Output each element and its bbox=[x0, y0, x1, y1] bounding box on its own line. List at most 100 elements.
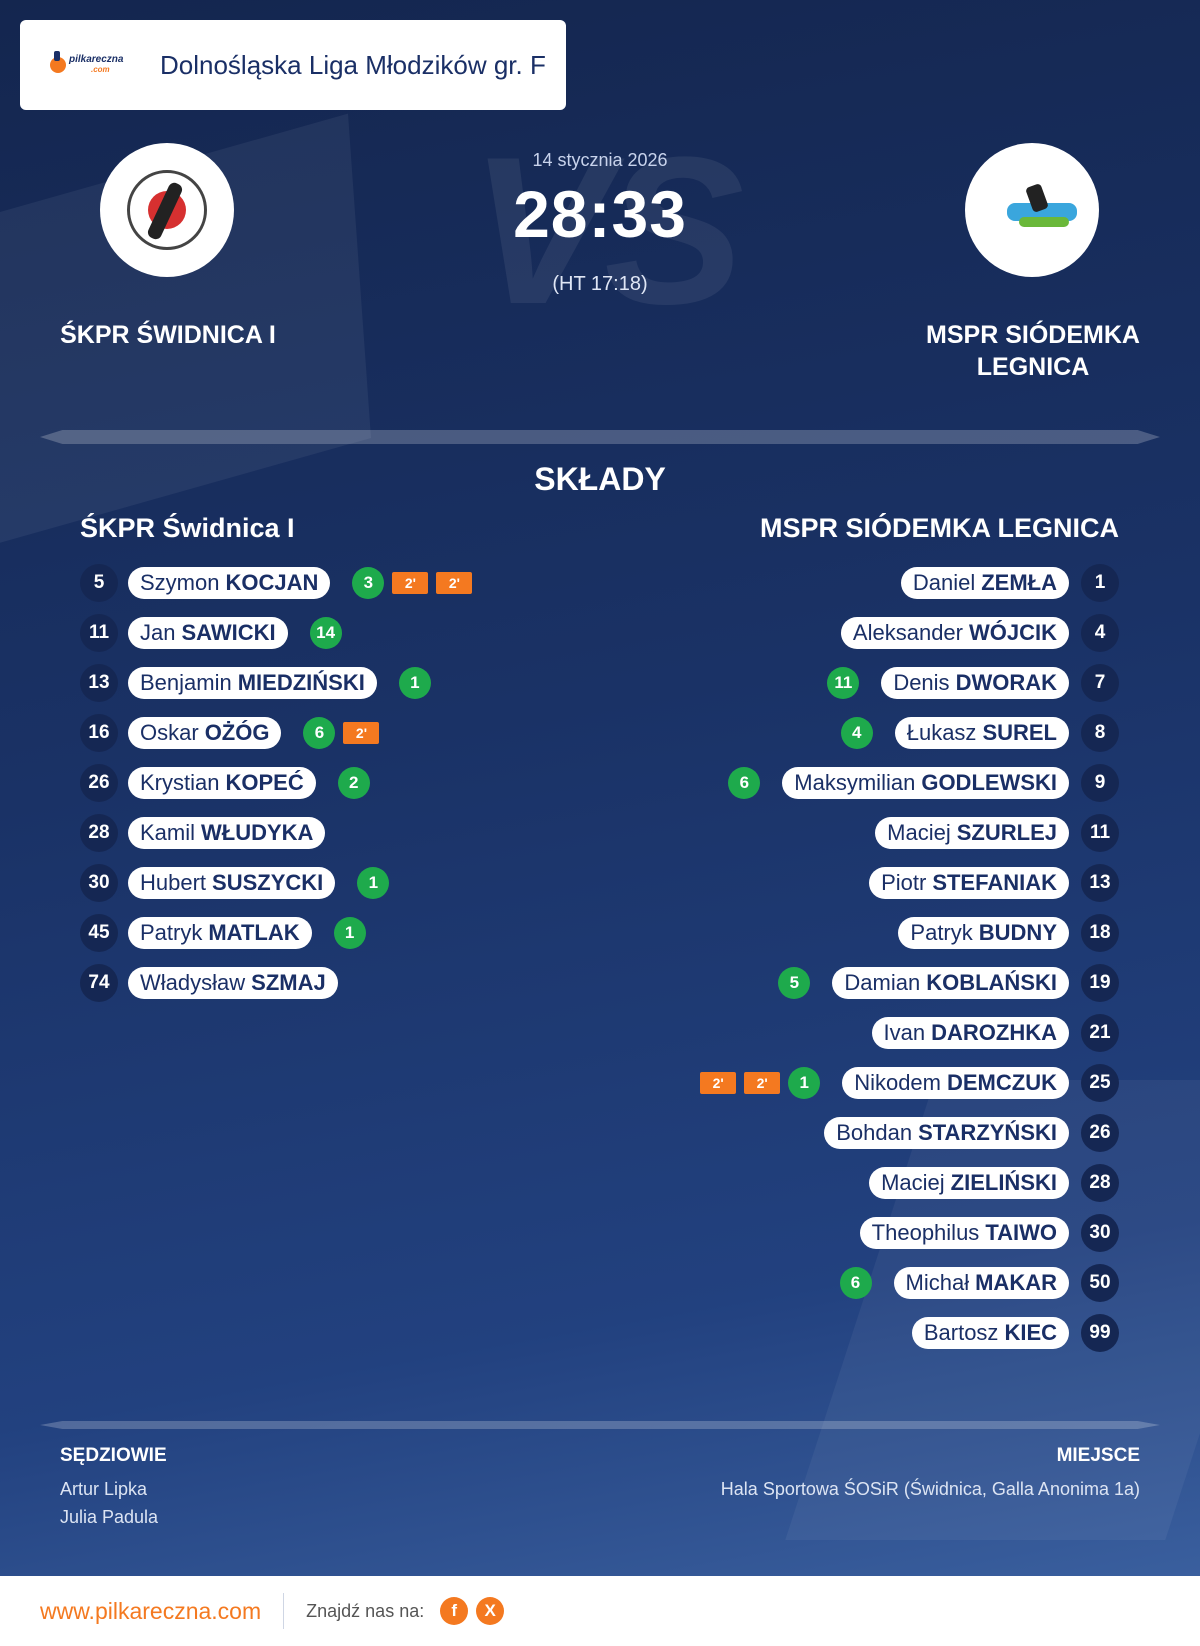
player-number: 99 bbox=[1081, 1314, 1119, 1352]
player-row: 13 Piotr STEFANIAK bbox=[700, 858, 1119, 908]
player-number: 11 bbox=[1081, 814, 1119, 852]
player-number: 19 bbox=[1081, 964, 1119, 1002]
player-row: 28 Kamil WŁUDYKA bbox=[80, 808, 472, 858]
player-row: 4 Aleksander WÓJCIK bbox=[700, 608, 1119, 658]
referee-name: Julia Padula bbox=[60, 1507, 159, 1527]
player-first-name: Theophilus bbox=[871, 1220, 980, 1245]
player-name: Michał MAKAR bbox=[893, 1267, 1069, 1299]
player-first-name: Bohdan bbox=[836, 1120, 913, 1145]
handball-icon bbox=[50, 51, 66, 73]
player-name: Władysław SZMAJ bbox=[128, 967, 338, 999]
player-row: 7 Denis DWORAK 11 bbox=[700, 658, 1119, 708]
home-team-name: ŚKPR ŚWIDNICA I bbox=[60, 321, 276, 349]
player-first-name: Patryk bbox=[910, 920, 973, 945]
player-first-name: Bartosz bbox=[923, 1320, 999, 1345]
player-last-name: GODLEWSKI bbox=[921, 770, 1057, 795]
player-stats: 3 2' 2' bbox=[352, 567, 473, 599]
find-us-label: Znajdź nas na: bbox=[306, 1600, 425, 1621]
player-last-name: SZMAJ bbox=[251, 970, 326, 995]
player-row: 11 Jan SAWICKI 14 bbox=[80, 608, 472, 658]
player-row: 28 Maciej ZIELIŃSKI bbox=[700, 1158, 1119, 1208]
goals-badge: 14 bbox=[309, 617, 342, 649]
goals-badge: 3 bbox=[352, 567, 385, 599]
venue-value: Hala Sportowa ŚOSiR (Świdnica, Galla Ano… bbox=[720, 1479, 1140, 1499]
player-name: Łukasz SUREL bbox=[894, 717, 1069, 749]
player-last-name: TAIWO bbox=[985, 1220, 1057, 1245]
player-first-name: Benjamin bbox=[140, 670, 232, 695]
player-number: 16 bbox=[80, 714, 118, 752]
player-number: 28 bbox=[1081, 1164, 1119, 1202]
away-crest-icon bbox=[987, 183, 1077, 235]
goals-badge: 1 bbox=[333, 917, 366, 949]
player-number: 50 bbox=[1081, 1264, 1119, 1302]
player-first-name: Maciej bbox=[881, 1170, 945, 1195]
referees: SĘDZIOWIE Artur Lipka Julia Padula bbox=[60, 1445, 167, 1531]
player-stats: 1 bbox=[357, 867, 390, 899]
player-first-name: Władysław bbox=[140, 970, 246, 995]
goals-badge: 6 bbox=[728, 767, 761, 799]
player-name: Nikodem DEMCZUK bbox=[842, 1067, 1069, 1099]
player-stats: 6 bbox=[839, 1267, 872, 1299]
player-name: Bartosz KIEC bbox=[911, 1317, 1069, 1349]
website-link[interactable]: www.pilkareczna.com bbox=[40, 1597, 262, 1624]
player-row: 19 Damian KOBLAŃSKI 5 bbox=[700, 958, 1119, 1008]
player-number: 1 bbox=[1081, 564, 1119, 602]
league-header: pilkareczna .com Dolnośląska Liga Młodzi… bbox=[20, 20, 566, 110]
player-last-name: KOCJAN bbox=[225, 570, 319, 595]
goals-badge: 11 bbox=[827, 667, 860, 699]
player-stats: 2 bbox=[337, 767, 370, 799]
player-last-name: ZEMŁA bbox=[981, 570, 1057, 595]
player-last-name: MIEDZIŃSKI bbox=[237, 670, 365, 695]
player-first-name: Szymon bbox=[140, 570, 220, 595]
player-name: Szymon KOCJAN bbox=[128, 567, 331, 599]
player-last-name: WÓJCIK bbox=[969, 620, 1057, 645]
away-team-name: MSPR SIÓDEMKA LEGNICA bbox=[926, 321, 1140, 381]
player-row: 99 Bartosz KIEC bbox=[700, 1308, 1119, 1358]
venue: MIEJSCE Hala Sportowa ŚOSiR (Świdnica, G… bbox=[721, 1445, 1140, 1503]
player-row: 21 Ivan DAROZHKA bbox=[700, 1008, 1119, 1058]
player-stats: 1 bbox=[333, 917, 366, 949]
player-row: 9 Maksymilian GODLEWSKI 6 bbox=[700, 758, 1119, 808]
player-first-name: Hubert bbox=[140, 870, 207, 895]
player-first-name: Krystian bbox=[140, 770, 220, 795]
vs-watermark: VS bbox=[470, 113, 744, 348]
facebook-icon[interactable]: f bbox=[440, 1597, 469, 1625]
player-last-name: KIEC bbox=[1004, 1320, 1057, 1345]
player-stats: 11 bbox=[827, 667, 860, 699]
player-first-name: Łukasz bbox=[906, 720, 977, 745]
player-last-name: BUDNY bbox=[978, 920, 1057, 945]
goals-badge: 2 bbox=[337, 767, 370, 799]
player-number: 21 bbox=[1081, 1014, 1119, 1052]
player-number: 13 bbox=[1081, 864, 1119, 902]
player-stats: 5 bbox=[778, 967, 811, 999]
player-number: 25 bbox=[1081, 1064, 1119, 1102]
player-row: 16 Oskar OŻÓG 6 2' bbox=[80, 708, 472, 758]
player-last-name: DWORAK bbox=[955, 670, 1057, 695]
player-row: 11 Maciej SZURLEJ bbox=[700, 808, 1119, 858]
x-icon[interactable]: X bbox=[476, 1597, 505, 1625]
player-name: Patryk BUDNY bbox=[898, 917, 1069, 949]
player-number: 18 bbox=[1081, 914, 1119, 952]
player-number: 26 bbox=[80, 764, 118, 802]
player-first-name: Patryk bbox=[140, 920, 203, 945]
player-name: Piotr STEFANIAK bbox=[869, 867, 1069, 899]
divider bbox=[40, 430, 1160, 444]
league-title: Dolnośląska Liga Młodzików gr. F bbox=[160, 49, 546, 80]
player-first-name: Michał bbox=[905, 1270, 970, 1295]
player-name: Maciej ZIELIŃSKI bbox=[869, 1167, 1069, 1199]
player-name: Daniel ZEMŁA bbox=[900, 567, 1069, 599]
player-row: 30 Theophilus TAIWO bbox=[700, 1208, 1119, 1258]
player-stats: 14 bbox=[309, 617, 342, 649]
player-last-name: DAROZHKA bbox=[931, 1020, 1057, 1045]
player-row: 26 Krystian KOPEĆ 2 bbox=[80, 758, 472, 808]
player-number: 26 bbox=[1081, 1114, 1119, 1152]
player-number: 8 bbox=[1081, 714, 1119, 752]
player-last-name: DEMCZUK bbox=[947, 1070, 1057, 1095]
player-number: 5 bbox=[80, 564, 118, 602]
match-poster: VS pilkareczna .com Dolnośląska Liga Mło… bbox=[0, 0, 1200, 1576]
player-number: 28 bbox=[80, 814, 118, 852]
player-number: 11 bbox=[80, 614, 118, 652]
suspension-badge: 2' bbox=[436, 572, 473, 594]
player-last-name: STEFANIAK bbox=[932, 870, 1057, 895]
player-stats: 6 bbox=[728, 767, 761, 799]
